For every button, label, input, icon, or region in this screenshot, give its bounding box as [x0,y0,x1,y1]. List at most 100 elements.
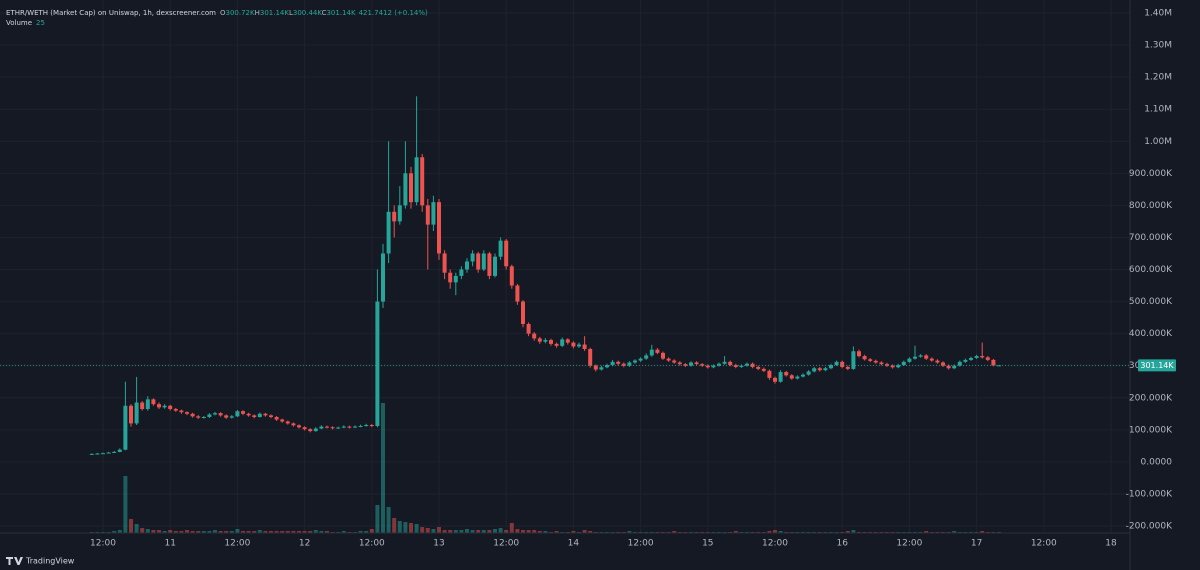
volume-bar [554,531,559,533]
volume-bar [117,530,122,533]
y-tick-label: 900.000K [1129,169,1173,179]
candle-body [140,402,145,409]
volume-bar [257,530,262,533]
y-tick-label: -200.000K [1126,522,1173,532]
candle-body [302,427,307,430]
volume-bar [151,530,156,533]
candle-body [560,339,565,346]
volume-bar [521,530,525,533]
candle-body [829,365,833,369]
candle-body [330,427,335,429]
x-tick-label: 11 [164,539,175,549]
x-tick-label: 12:00 [1031,539,1057,549]
y-tick-label: 200.000K [1129,393,1173,403]
volume-bar [442,530,447,533]
candle-body [778,372,783,382]
volume-bar [263,531,268,533]
y-tick-label: 600.000K [1129,265,1173,275]
header-line: ETHR/WETH (Market Cap) on Uniswap, 1h, d… [6,9,428,17]
candle-body [470,253,475,262]
candle-body [633,360,637,363]
candle-body [896,365,901,368]
x-tick-label: 16 [836,539,848,549]
candle-body [235,411,240,417]
candle-body [733,365,738,367]
candle-body [425,205,430,225]
candle-body [246,413,251,416]
candle-body [890,365,895,368]
candle-body [661,352,665,359]
brand-logo [6,557,23,565]
volume-bar [952,531,957,533]
candle-body [649,349,654,356]
volume-bar [437,527,441,533]
volume-bar [733,531,738,533]
candle-body [980,356,985,358]
volume-bar [409,523,413,533]
candle-body [89,453,94,455]
volume-bar [274,531,279,533]
y-tick-label: 800.000K [1129,201,1173,211]
candle-body [812,368,817,372]
volume-bar [543,531,548,533]
candle-body [448,272,453,283]
volume-bar [924,531,929,533]
volume-bar [308,531,313,533]
candle-body [308,429,313,432]
volume-bar [224,531,229,533]
candle-body [918,355,923,357]
candle-body [840,361,845,367]
symbol-title: ETHR/WETH (Market Cap) on Uniswap, 1h, d… [6,9,216,17]
candle-body [504,240,509,267]
volume-bar [112,531,117,533]
volume-bar [509,523,514,533]
candle-body [532,333,537,339]
candle-body [358,425,363,427]
volume-bar [453,530,458,533]
volume-bar [778,531,783,533]
volume-bar [459,530,464,533]
candle-body [442,253,447,273]
candle-body [151,399,156,405]
candle-body [901,361,906,366]
candle-body [269,415,273,417]
candle-body [112,451,117,453]
candle-body [498,240,503,257]
volume-bar [196,531,201,533]
candle-body [241,411,245,414]
candle-body [185,412,189,414]
candle-body [218,413,223,416]
candle-body [162,405,167,408]
candle-body [353,426,357,428]
candle-body [885,364,889,366]
candle-body [476,253,481,270]
ohlc-key: H [255,9,260,17]
volume-bar [465,529,469,533]
candle-body [347,426,352,428]
candle-body [767,370,772,378]
brand-name: TradingView [25,557,75,566]
volume-bar [302,531,307,533]
x-tick-label: 14 [568,539,580,549]
y-tick-label: 100.000K [1129,425,1173,435]
x-tick-label: 12:00 [359,539,385,549]
candle-body [985,357,990,360]
candle-body [694,362,699,365]
volume-bar [313,530,318,533]
candle-body [834,361,839,366]
x-tick-label: 12:00 [762,539,788,549]
candle-body [991,359,996,366]
candle-body [257,413,262,417]
volume-bar [515,529,520,533]
candle-body [577,344,581,347]
candle-body [857,351,861,357]
volume-bar [470,530,475,533]
candle-body [677,362,682,365]
y-tick-label: 1.10M [1144,105,1172,115]
candle-body [756,366,761,369]
volume-bar [213,530,217,533]
volume-bar [392,518,397,533]
candle-body [431,202,436,225]
volume-header: Volume 25 [6,19,45,27]
volume-bar [504,530,509,533]
